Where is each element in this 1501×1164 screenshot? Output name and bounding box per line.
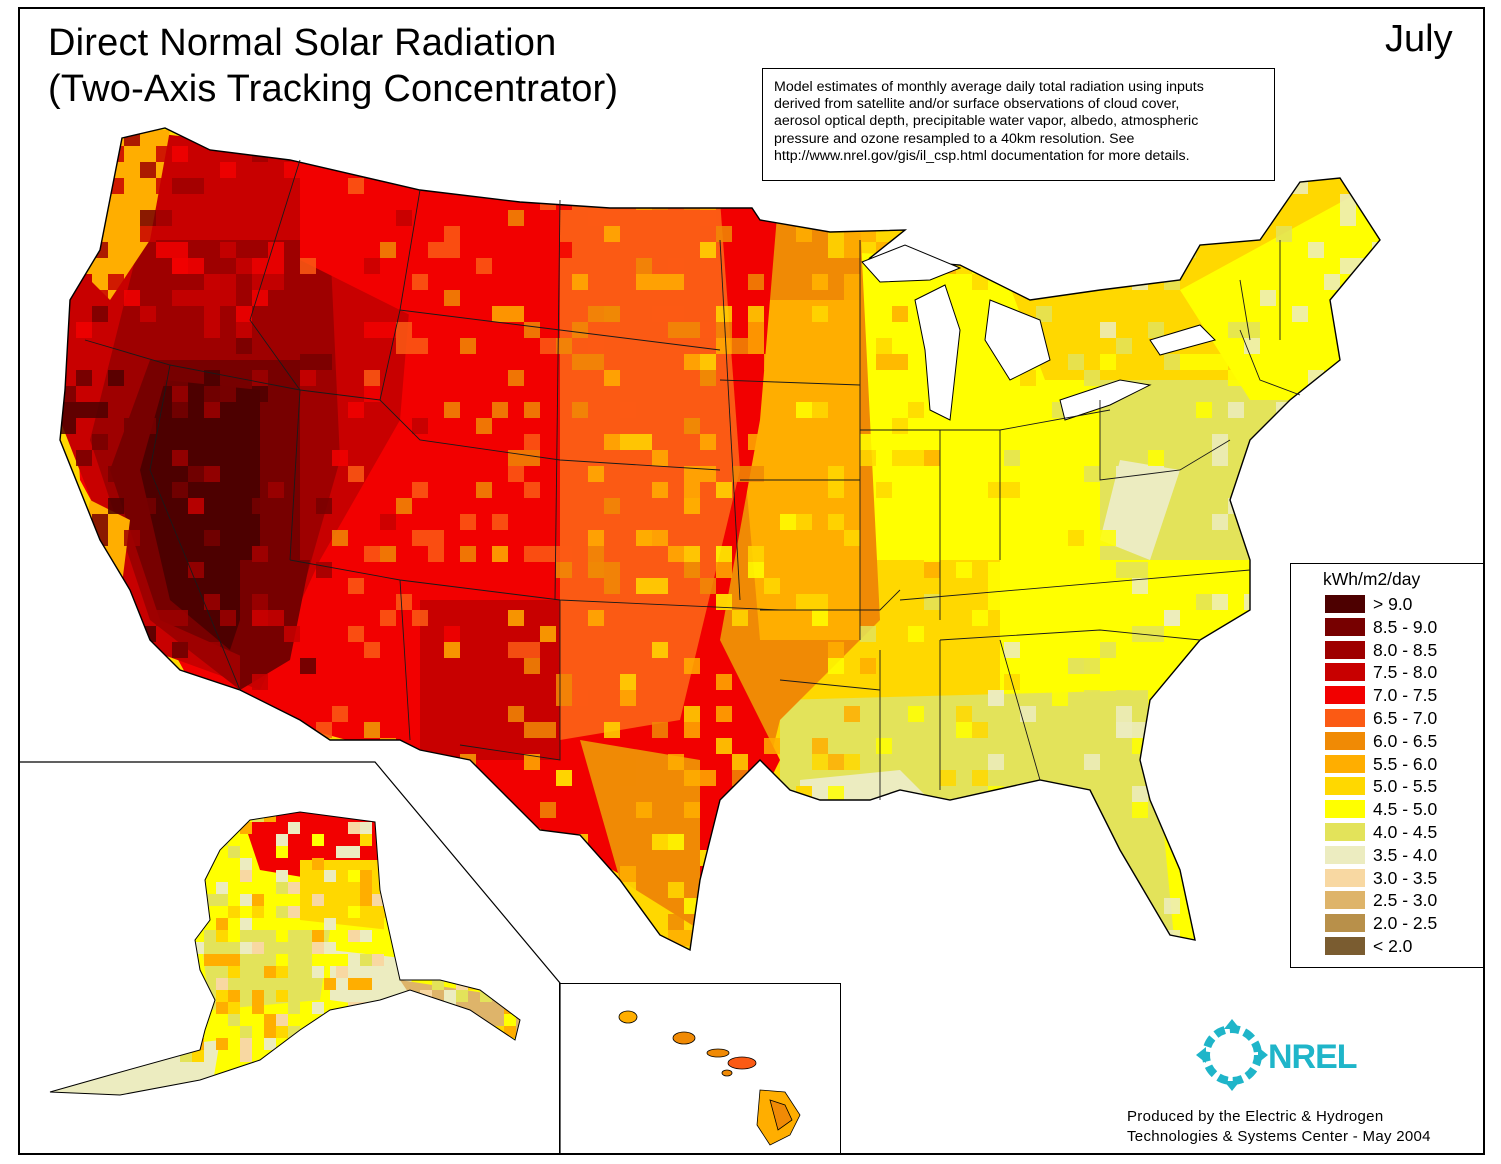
note-line: derived from satellite and/or surface ob…: [774, 96, 1180, 113]
legend-swatch: [1325, 731, 1365, 750]
legend-label: 5.0 - 5.5: [1373, 776, 1438, 797]
legend-label: 7.5 - 8.0: [1373, 662, 1438, 683]
alaska-map: [50, 812, 520, 1095]
legend-label: 5.5 - 6.0: [1373, 753, 1438, 774]
legend-item: 3.5 - 4.0: [1325, 844, 1475, 867]
nrel-logo-icon: [1196, 1019, 1268, 1091]
note-line: Model estimates of monthly average daily…: [774, 79, 1204, 95]
state-boundaries: [84, 159, 1301, 800]
legend-swatch: [1325, 937, 1365, 955]
legend-label: 2.5 - 3.0: [1373, 890, 1438, 911]
hawaii-map: [618, 1010, 801, 1146]
legend-label: 4.5 - 5.0: [1373, 799, 1438, 820]
map-title: Direct Normal Solar Radiation (Two-Axis …: [48, 20, 618, 112]
legend-item: 6.5 - 7.0: [1325, 707, 1475, 730]
legend-label: 6.0 - 6.5: [1373, 730, 1438, 751]
legend-label: 2.0 - 2.5: [1373, 913, 1438, 934]
legend-label: 3.0 - 3.5: [1373, 867, 1438, 888]
legend-swatch: [1325, 663, 1365, 682]
legend-item: 7.5 - 8.0: [1325, 661, 1475, 684]
legend-label: 3.5 - 4.0: [1373, 844, 1438, 865]
credit-line-2: Technologies & Systems Center - May 2004: [1127, 1128, 1431, 1145]
nrel-logo-text: NREL: [1268, 1038, 1358, 1076]
legend-swatch: [1325, 640, 1365, 659]
credit-line-1: Produced by the Electric & Hydrogen: [1127, 1108, 1384, 1125]
note-line: http://www.nrel.gov/gis/il_csp.html docu…: [774, 147, 1190, 164]
alaska-inset-border: [20, 761, 561, 1155]
legend-swatch: [1325, 868, 1365, 887]
legend-item: 8.5 - 9.0: [1325, 616, 1475, 639]
legend-swatch: [1325, 777, 1365, 796]
legend-item: > 9.0: [1325, 593, 1475, 616]
legend-swatch: [1325, 709, 1365, 727]
legend-swatch: [1325, 617, 1365, 636]
legend-title: kWh/m2/day: [1323, 569, 1421, 589]
legend-item: 7.0 - 7.5: [1325, 684, 1475, 707]
legend-label: 8.5 - 9.0: [1373, 616, 1438, 637]
legend-swatch: [1325, 686, 1365, 705]
legend-label: 4.0 - 4.5: [1373, 822, 1438, 842]
hawaii-inset-border: [559, 983, 841, 1155]
legend-swatch: [1325, 914, 1365, 933]
legend-label: < 2.0: [1373, 936, 1413, 956]
legend-swatch: [1325, 800, 1365, 819]
legend-item: 8.0 - 8.5: [1325, 639, 1475, 662]
map-frame: [18, 7, 1485, 1155]
month-label: July: [1385, 18, 1453, 60]
credit: Produced by the Electric & Hydrogen Tech…: [1127, 1107, 1431, 1147]
legend-swatch: [1325, 595, 1365, 613]
legend-item: 6.0 - 6.5: [1325, 730, 1475, 753]
legend-swatch: [1325, 754, 1365, 773]
note-line: pressure and ozone resampled to a 40km r…: [774, 130, 1135, 147]
legend: kWh/m2/day > 9.0 8.5 - 9.0 8.0 - 8.5 7.5 - …: [1290, 563, 1484, 968]
legend-item: 5.0 - 5.5: [1325, 775, 1475, 798]
alaska-outline: [49, 811, 521, 1096]
legend-label: > 9.0: [1373, 594, 1413, 614]
legend-swatch: [1325, 823, 1365, 841]
legend-item: 5.5 - 6.0: [1325, 753, 1475, 776]
legend-label: 8.0 - 8.5: [1373, 639, 1438, 660]
legend-swatch: [1325, 891, 1365, 910]
note-line: aerosol optical depth, precipitable wate…: [774, 113, 1199, 130]
methodology-note: Model estimates of monthly average daily…: [762, 68, 1275, 181]
legend-item: 3.0 - 3.5: [1325, 867, 1475, 890]
legend-label: 7.0 - 7.5: [1373, 685, 1438, 706]
legend-item: 4.0 - 4.5: [1325, 821, 1475, 844]
legend-swatch: [1325, 845, 1365, 864]
legend-item: 2.0 - 2.5: [1325, 912, 1475, 935]
legend-item: < 2.0: [1325, 935, 1475, 958]
legend-item: 4.5 - 5.0: [1325, 798, 1475, 821]
great-lakes: [861, 244, 1216, 421]
title-line-2: (Two-Axis Tracking Concentrator): [48, 68, 619, 110]
legend-item: 2.5 - 3.0: [1325, 889, 1475, 912]
title-line-1: Direct Normal Solar Radiation: [48, 22, 557, 64]
legend-label: 6.5 - 7.0: [1373, 708, 1438, 728]
